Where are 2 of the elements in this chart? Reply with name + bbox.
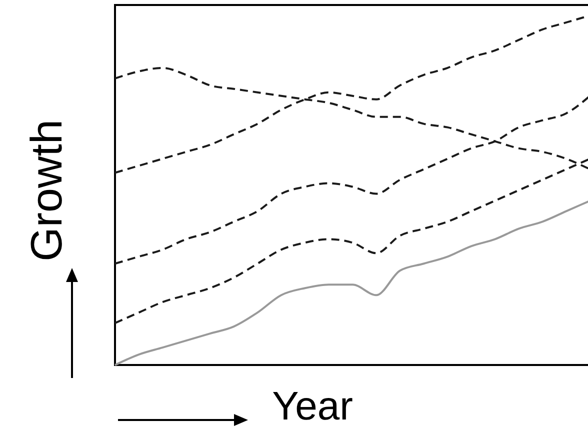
y-axis-title: Growth (22, 120, 72, 262)
x-axis-title: Year (272, 384, 353, 428)
